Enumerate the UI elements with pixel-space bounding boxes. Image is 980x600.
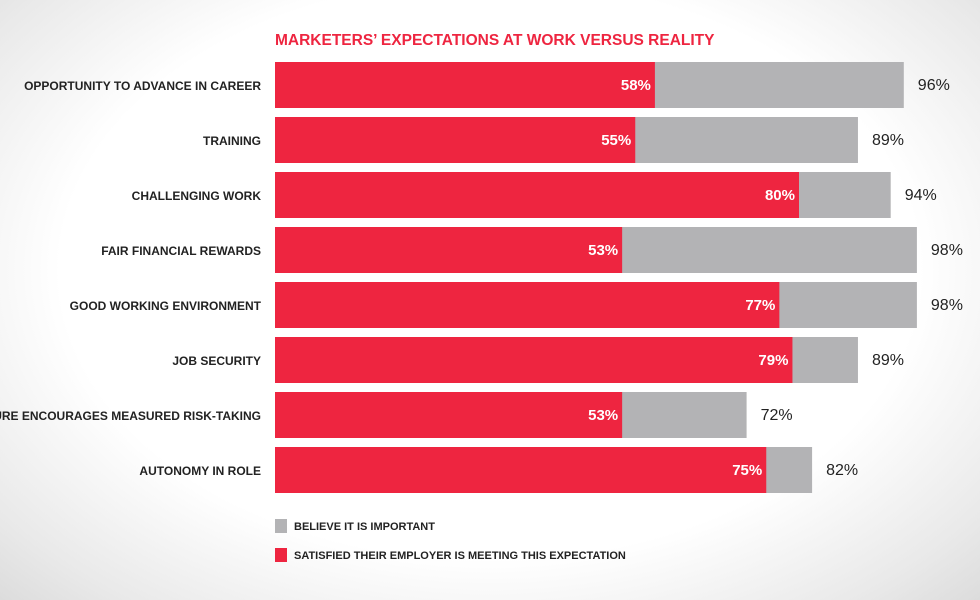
satisfied-value-label: 77% bbox=[745, 297, 775, 314]
category-label: CULTURE ENCOURAGES MEASURED RISK-TAKING bbox=[0, 409, 261, 423]
important-value-label: 98% bbox=[931, 297, 963, 314]
satisfied-value-label: 55% bbox=[601, 132, 631, 149]
bar-satisfied bbox=[275, 172, 799, 218]
important-value-label: 89% bbox=[872, 352, 904, 369]
legend: BELIEVE IT IS IMPORTANT SATISFIED THEIR E… bbox=[275, 519, 626, 562]
chart-title: MARKETERS’ EXPECTATIONS AT WORK VERSUS R… bbox=[275, 32, 715, 49]
category-label: OPPORTUNITY TO ADVANCE IN CAREER bbox=[24, 79, 261, 93]
important-value-label: 98% bbox=[931, 242, 963, 259]
category-label: FAIR FINANCIAL REWARDS bbox=[101, 244, 261, 258]
important-value-label: 72% bbox=[761, 407, 793, 424]
category-label: GOOD WORKING ENVIRONMENT bbox=[70, 299, 262, 313]
important-value-label: 94% bbox=[905, 187, 937, 204]
legend-swatch bbox=[275, 548, 287, 562]
satisfied-value-label: 75% bbox=[732, 462, 762, 479]
category-label: AUTONOMY IN ROLE bbox=[139, 464, 261, 478]
important-value-label: 82% bbox=[826, 462, 858, 479]
bar-satisfied bbox=[275, 62, 655, 108]
satisfied-value-label: 53% bbox=[588, 242, 618, 259]
bar-satisfied bbox=[275, 337, 793, 383]
bar-satisfied bbox=[275, 227, 623, 273]
important-value-label: 96% bbox=[918, 77, 950, 94]
bars-group: OPPORTUNITY TO ADVANCE IN CAREER 58% 96% TR… bbox=[0, 62, 963, 493]
satisfied-value-label: 58% bbox=[621, 77, 651, 94]
satisfied-value-label: 79% bbox=[758, 352, 788, 369]
satisfied-value-label: 53% bbox=[588, 407, 618, 424]
category-label: JOB SECURITY bbox=[172, 354, 261, 368]
bar-satisfied bbox=[275, 282, 780, 328]
legend-label: SATISFIED THEIR EMPLOYER IS MEETING THIS… bbox=[294, 550, 626, 562]
legend-swatch bbox=[275, 519, 287, 533]
satisfied-value-label: 80% bbox=[765, 187, 795, 204]
category-label: TRAINING bbox=[203, 134, 261, 148]
bar-satisfied bbox=[275, 392, 623, 438]
category-label: CHALLENGING WORK bbox=[132, 189, 262, 203]
important-value-label: 89% bbox=[872, 132, 904, 149]
bar-satisfied bbox=[275, 117, 636, 163]
legend-label: BELIEVE IT IS IMPORTANT bbox=[294, 521, 435, 533]
bar-satisfied bbox=[275, 447, 767, 493]
